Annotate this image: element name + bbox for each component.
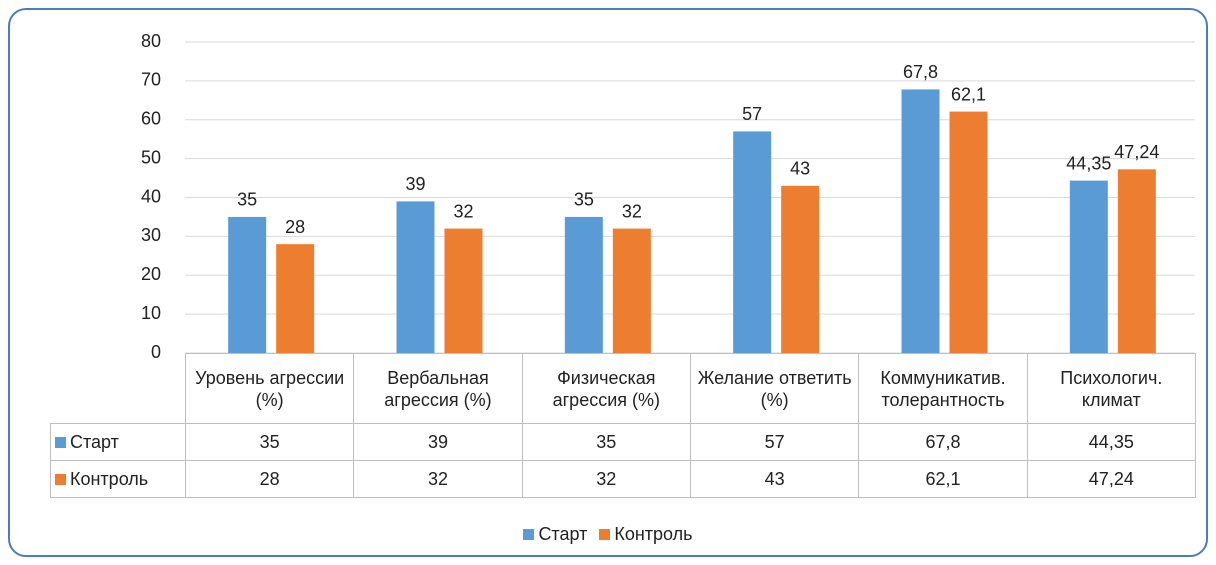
- category-cell: Коммуникатив. толерантность: [858, 353, 1028, 424]
- bar: [228, 216, 267, 353]
- category-cell: Желание ответить (%): [690, 353, 860, 424]
- bar: [733, 131, 772, 353]
- table-value: 67,8: [858, 423, 1028, 461]
- table-value: 32: [521, 460, 691, 498]
- bar: [396, 201, 435, 353]
- chart-frame: [8, 8, 1208, 557]
- legend-label: Старт: [538, 524, 588, 544]
- table-value: 57: [690, 423, 860, 461]
- bar: [901, 89, 940, 354]
- y-tick-label: 80: [141, 31, 161, 51]
- legend: Старт Контроль: [0, 524, 1216, 545]
- bar: [612, 228, 651, 353]
- data-label: 44,35: [1066, 153, 1111, 173]
- data-label: 62,1: [951, 84, 986, 104]
- series-header: Контроль: [50, 460, 186, 498]
- y-tick-label: 10: [141, 303, 161, 323]
- legend-item: Старт: [523, 524, 587, 545]
- y-tick-label: 70: [141, 70, 161, 90]
- category-cell: Психологич. климат: [1026, 353, 1196, 424]
- bar: [1117, 169, 1156, 353]
- table-value: 32: [353, 460, 523, 498]
- bar: [444, 228, 483, 353]
- legend-swatch: [55, 436, 66, 448]
- series-name: Старт: [70, 432, 119, 452]
- category-cell: Физическая агрессия (%): [521, 353, 691, 424]
- y-tick-label: 40: [141, 186, 161, 206]
- legend-label: Контроль: [614, 524, 693, 544]
- table-value: 43: [690, 460, 860, 498]
- legend-swatch: [523, 529, 535, 540]
- data-label: 67,8: [903, 62, 938, 82]
- bar: [949, 111, 988, 354]
- bar: [276, 244, 315, 353]
- data-label: 35: [237, 190, 257, 210]
- y-tick-label: 30: [141, 225, 161, 245]
- data-label: 35: [574, 190, 594, 210]
- legend-item: Контроль: [599, 524, 693, 545]
- y-tick-label: 60: [141, 109, 161, 129]
- category-cell: Вербальная агрессия (%): [353, 353, 523, 424]
- table-value: 39: [353, 423, 523, 461]
- data-label: 43: [790, 159, 810, 179]
- table-value: 44,35: [1026, 423, 1196, 461]
- y-tick-label: 20: [141, 264, 161, 284]
- data-label: 39: [405, 174, 425, 194]
- table-value: 35: [521, 423, 691, 461]
- bar: [564, 216, 603, 353]
- bar: [781, 185, 820, 353]
- data-label: 57: [742, 104, 762, 124]
- data-label: 32: [453, 201, 473, 221]
- series-name: Контроль: [70, 469, 149, 489]
- table-value: 62,1: [858, 460, 1028, 498]
- category-cell: Уровень агрессии (%): [185, 353, 355, 424]
- data-label: 32: [622, 201, 642, 221]
- data-label: 28: [285, 217, 305, 237]
- series-header: Старт: [50, 423, 186, 461]
- data-label: 47,24: [1114, 142, 1159, 162]
- y-tick-label: 50: [141, 147, 161, 167]
- table-value: 28: [185, 460, 355, 498]
- legend-swatch: [599, 529, 611, 540]
- bar: [1069, 180, 1108, 353]
- table-value: 35: [185, 423, 355, 461]
- table-value: 47,24: [1026, 460, 1196, 498]
- y-tick-label: 0: [151, 342, 161, 362]
- legend-swatch: [55, 473, 66, 485]
